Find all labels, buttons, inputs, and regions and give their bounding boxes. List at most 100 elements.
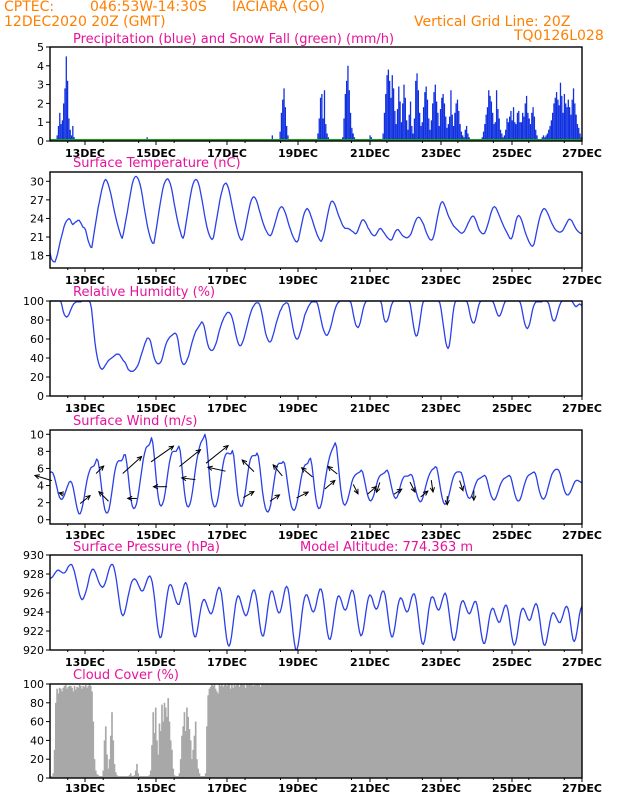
wind-arrow (376, 482, 381, 493)
precip-bar (520, 122, 523, 141)
cloud-bar (102, 770, 105, 778)
y-tick-label: 930 (23, 549, 44, 562)
y-tick-label: 24 (30, 212, 44, 225)
cloud-bar (520, 684, 523, 778)
cloud-bar (529, 684, 532, 778)
date-tick-label: 17DEC (207, 782, 247, 795)
cloud-bar (262, 684, 264, 778)
cloud-bar (488, 684, 490, 778)
cloud-bar (565, 684, 568, 778)
cloud-bar (358, 684, 361, 778)
y-tick-label: 100 (23, 295, 44, 308)
cloud-bar (427, 684, 429, 778)
precip-bar (326, 133, 328, 141)
date-tick-label: 27DEC (562, 529, 602, 542)
cloud-bar (465, 684, 468, 778)
cloud-bar (420, 684, 423, 778)
date-tick-label: 27DEC (562, 402, 602, 415)
cloud-bar (221, 684, 223, 778)
cloud-bar (412, 684, 414, 778)
cloud-bar (209, 686, 212, 778)
date-tick-label: 23DEC (421, 656, 461, 669)
precip-bar (575, 114, 577, 141)
precip-bar (550, 120, 553, 141)
precip-bar (505, 129, 507, 141)
cloud-bar (369, 684, 372, 778)
precip-bar (454, 112, 456, 141)
date-tick-label: 25DEC (492, 782, 532, 795)
y-tick-label: 926 (23, 587, 44, 600)
precip-bar (494, 122, 496, 141)
precip-bar (554, 97, 556, 141)
cloud-bar (539, 684, 542, 778)
cloud-bar (524, 684, 527, 778)
wind-arrow (34, 475, 52, 482)
cloud-bar (55, 702, 57, 778)
cloud-bar (83, 686, 86, 778)
precip-bar (442, 94, 444, 141)
precip-bar (323, 90, 326, 141)
cloud-bar (186, 707, 188, 778)
precip-bar (392, 88, 395, 141)
cloud-bar (167, 698, 170, 778)
cloud-bar (51, 776, 53, 778)
cloud-bar (204, 773, 207, 778)
precip-bar (439, 109, 442, 141)
y-tick-label: 8 (37, 445, 44, 458)
cloud-bar (189, 740, 192, 778)
cloud-bar (122, 776, 125, 778)
precip-bar (280, 112, 283, 141)
precip-bar (464, 129, 466, 141)
cloud-bar (279, 684, 282, 778)
cloud-bar (304, 684, 307, 778)
cloud-bar (272, 684, 274, 778)
cloud-bar (108, 759, 111, 778)
precip-bar (567, 99, 569, 141)
date-tick-label: 27DEC (562, 147, 602, 160)
date-tick-label: 15DEC (136, 274, 176, 287)
cloud-bar (226, 685, 228, 778)
cloud-bar (298, 684, 301, 778)
cloud-bar (509, 684, 512, 778)
y-tick-label: 40 (30, 352, 44, 365)
cloud-bar (337, 684, 339, 778)
cloud-bar (464, 684, 467, 778)
cloud-bar (458, 684, 461, 778)
date-tick-label: 19DEC (278, 147, 318, 160)
cloud-bar (206, 726, 208, 778)
cloud-bar (328, 684, 331, 778)
cloud-bar (197, 768, 200, 778)
cloud-bar (163, 702, 166, 778)
cloud-bar (514, 684, 517, 778)
cloud-bar (216, 691, 218, 778)
cloud-bar (236, 684, 238, 778)
cloud-bar (151, 745, 153, 778)
cloud-bar (332, 684, 334, 778)
y-tick-label: 922 (23, 625, 44, 638)
precip-bar (404, 97, 406, 141)
cloud-bar (248, 684, 251, 778)
cloud-bar (483, 684, 485, 778)
precip-bar (499, 129, 502, 141)
precip-bar (66, 80, 69, 141)
cloud-bar (137, 773, 140, 778)
y-tick-label: 3 (37, 79, 44, 92)
cloud-bar (364, 684, 367, 778)
cloud-bar (87, 685, 90, 778)
cloud-bar (349, 684, 352, 778)
cloud-bar (113, 763, 116, 778)
cloud-bar (50, 776, 52, 778)
cloud-bar (544, 684, 547, 778)
cloud-bar (191, 759, 193, 778)
cloud-bar (291, 684, 293, 778)
wind-arrow (241, 459, 255, 473)
cloud-bar (354, 684, 357, 778)
cloud-bar (267, 684, 269, 778)
cloud-bar (196, 759, 198, 778)
cloud-bar (459, 684, 462, 778)
cloud-bar (53, 749, 56, 778)
precip-bar (562, 112, 564, 141)
cloud-bar (474, 684, 477, 778)
wind-arrow-head (223, 444, 230, 451)
cloud-bar (535, 684, 538, 778)
